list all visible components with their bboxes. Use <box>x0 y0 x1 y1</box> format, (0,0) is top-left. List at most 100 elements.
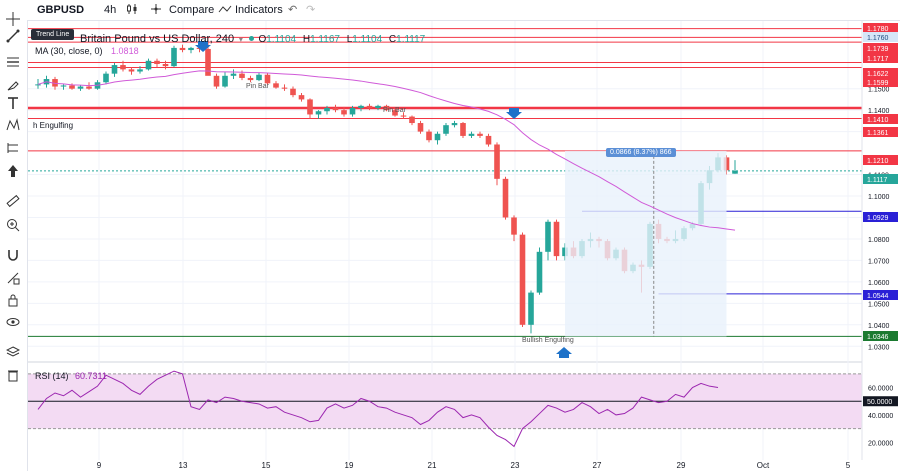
ohlc-open-label: O <box>258 34 267 45</box>
price-tag <box>863 32 898 42</box>
price-tag-label: 1.1622 <box>867 71 889 78</box>
ohlc-close-label: C <box>388 34 397 45</box>
eye-icon[interactable] <box>4 313 22 331</box>
symbol-search[interactable]: GBPUSD <box>37 4 85 16</box>
horizontal-line-icon[interactable] <box>4 53 22 71</box>
legend-dropdown-icon[interactable]: ▾ <box>238 35 243 44</box>
candle <box>443 125 449 134</box>
candle <box>409 116 415 124</box>
candle <box>103 73 109 83</box>
brush-icon[interactable] <box>4 76 22 94</box>
price-tag-label: 1.1599 <box>867 80 889 87</box>
time-tick-label: 5 <box>846 461 851 470</box>
candle <box>239 73 245 78</box>
compare-button[interactable]: Compare <box>169 4 215 16</box>
price-tag-label: 1.1717 <box>867 56 889 63</box>
compare-icon[interactable] <box>150 3 164 17</box>
candle <box>400 115 407 117</box>
measure-box <box>565 150 727 337</box>
price-legend: Britain Pound vs US Dollar, 240 ▾ O1.110… <box>80 33 425 45</box>
arrow-up-icon <box>556 347 572 358</box>
rsi-tick-label: 40.0000 <box>868 413 893 420</box>
candle <box>332 108 339 111</box>
price-tick-label: 1.0500 <box>868 301 890 308</box>
price-tag <box>863 43 898 53</box>
price-tick-label: 1.0600 <box>868 280 890 287</box>
price-tick-label: 1.1000 <box>868 194 890 201</box>
lock-icon[interactable] <box>4 291 22 309</box>
price-tag <box>863 114 898 124</box>
price-tag-label: 1.0544 <box>867 293 889 300</box>
candle <box>451 123 458 126</box>
price-tick-label: 1.0300 <box>868 344 890 351</box>
trash-icon[interactable] <box>4 366 22 384</box>
legend-title[interactable]: Britain Pound vs US Dollar, 240 <box>80 33 235 45</box>
candle <box>154 60 160 65</box>
candle <box>273 83 279 88</box>
candle <box>485 135 492 145</box>
candle <box>349 108 356 115</box>
ohlc-high: 1.1167 <box>310 34 340 45</box>
candle <box>213 75 220 87</box>
top-toolbar: GBPUSD 4h Compare Indicators ↶ ↷ <box>0 0 900 21</box>
arrow-up-icon[interactable] <box>4 162 22 180</box>
time-tick-label: 21 <box>428 461 437 470</box>
ma-legend[interactable]: MA (30, close, 0) 1.0818 <box>35 46 139 56</box>
indicators-icon[interactable] <box>218 3 232 17</box>
rsi-pane <box>28 370 862 448</box>
candle <box>553 221 560 257</box>
prediction-icon[interactable] <box>4 139 22 157</box>
time-tick-label: Oct <box>757 461 770 470</box>
interval-button[interactable]: 4h <box>104 4 117 16</box>
text-icon[interactable] <box>4 94 22 112</box>
ruler-icon[interactable] <box>4 192 22 210</box>
price-tag-label: 1.1117 <box>867 177 887 184</box>
price-tag-label: 1.1210 <box>867 158 889 165</box>
rsi-legend[interactable]: RSI (14) 60.7311 <box>35 371 107 381</box>
candle <box>247 77 254 81</box>
candle <box>60 85 67 87</box>
price-tag <box>863 23 898 33</box>
price-axis: 1.15001.14001.13001.11001.10001.09001.08… <box>861 20 900 471</box>
price-tag-label: 1.1780 <box>867 26 889 33</box>
candle <box>358 105 364 109</box>
price-tag <box>863 68 898 78</box>
candle <box>417 123 424 132</box>
candle <box>256 74 262 81</box>
candles-style-icon[interactable] <box>126 3 138 17</box>
price-tick-label: 1.0700 <box>868 258 890 265</box>
bullish-engulfing-annotation: Bullish Engulfing <box>522 337 574 344</box>
layers-icon[interactable] <box>4 343 22 361</box>
price-tag <box>863 290 898 300</box>
horizontal-levels[interactable] <box>28 28 862 337</box>
candle <box>137 69 143 72</box>
ohlc-low-label: L <box>346 34 353 45</box>
candle <box>145 60 152 70</box>
candle <box>494 144 500 179</box>
candle <box>264 74 271 84</box>
candle <box>477 133 483 136</box>
candle <box>536 251 543 293</box>
price-tag <box>863 331 898 341</box>
zoom-in-icon[interactable] <box>4 216 22 234</box>
undo-icon[interactable]: ↶ <box>288 4 298 16</box>
pin-bar-annotation-1: Pin Bar <box>246 83 269 90</box>
trend-line-icon[interactable] <box>4 27 22 45</box>
price-tag <box>863 174 898 184</box>
rsi-tag <box>863 396 898 407</box>
magnet-icon[interactable] <box>4 246 22 264</box>
rsi-value: 60.7311 <box>75 371 107 381</box>
indicators-button[interactable]: Indicators <box>235 4 283 16</box>
price-tag-label: 1.0929 <box>867 215 889 222</box>
candle <box>111 65 118 74</box>
drawing-toolbar <box>0 12 28 471</box>
arrow-down-icon <box>195 41 211 52</box>
pattern-icon[interactable] <box>4 116 22 134</box>
rsi-tick-label: 60.0000 <box>868 386 893 393</box>
redo-icon[interactable]: ↷ <box>306 4 316 16</box>
time-tick-label: 27 <box>593 461 602 470</box>
stay-drawing-icon[interactable] <box>4 269 22 287</box>
pin-bar-annotation-2: Pin Bar <box>383 107 406 114</box>
crosshair-icon[interactable] <box>4 10 22 28</box>
